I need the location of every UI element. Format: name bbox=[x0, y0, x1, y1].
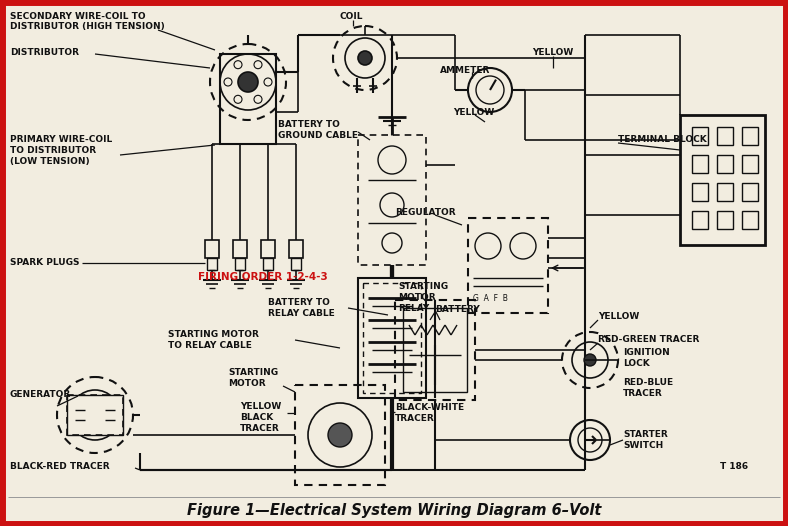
Bar bbox=[291, 258, 301, 270]
Text: TO DISTRIBUTOR: TO DISTRIBUTOR bbox=[10, 146, 96, 155]
Text: SWITCH: SWITCH bbox=[623, 441, 663, 450]
Text: DISTRIBUTOR (HIGH TENSION): DISTRIBUTOR (HIGH TENSION) bbox=[10, 22, 165, 31]
Text: MOTOR: MOTOR bbox=[398, 293, 436, 302]
Text: COIL: COIL bbox=[340, 12, 363, 21]
Text: RED-BLUE: RED-BLUE bbox=[623, 378, 673, 387]
Text: BLACK: BLACK bbox=[240, 413, 273, 422]
Text: PRIMARY WIRE-COIL: PRIMARY WIRE-COIL bbox=[10, 135, 112, 144]
Bar bbox=[205, 240, 219, 258]
Text: FIRING ORDER 1-2-4-3: FIRING ORDER 1-2-4-3 bbox=[198, 272, 328, 282]
Text: G  A  F  B: G A F B bbox=[473, 294, 508, 303]
Bar bbox=[692, 211, 708, 229]
Text: Figure 1—Electrical System Wiring Diagram 6–Volt: Figure 1—Electrical System Wiring Diagra… bbox=[187, 503, 601, 519]
Circle shape bbox=[87, 407, 103, 423]
Text: GROUND CABLE: GROUND CABLE bbox=[278, 131, 358, 140]
Bar bbox=[742, 155, 758, 173]
Text: DISTRIBUTOR: DISTRIBUTOR bbox=[10, 48, 79, 57]
Text: BATTERY TO: BATTERY TO bbox=[268, 298, 330, 307]
Bar bbox=[235, 258, 245, 270]
Text: YELLOW: YELLOW bbox=[240, 402, 281, 411]
Bar bbox=[717, 183, 733, 201]
Text: TO RELAY CABLE: TO RELAY CABLE bbox=[168, 341, 252, 350]
Text: MOTOR: MOTOR bbox=[228, 379, 266, 388]
Bar bbox=[358, 135, 426, 265]
Text: AMMETER: AMMETER bbox=[440, 66, 490, 75]
Bar bbox=[692, 155, 708, 173]
Text: LOCK: LOCK bbox=[623, 359, 650, 368]
Bar bbox=[742, 183, 758, 201]
Bar bbox=[289, 240, 303, 258]
Text: IGNITION: IGNITION bbox=[623, 348, 670, 357]
Text: RED-GREEN TRACER: RED-GREEN TRACER bbox=[598, 335, 700, 344]
Bar bbox=[742, 127, 758, 145]
Bar bbox=[403, 308, 467, 392]
Text: GENERATOR: GENERATOR bbox=[10, 390, 71, 399]
Text: (LOW TENSION): (LOW TENSION) bbox=[10, 157, 90, 166]
Bar bbox=[220, 54, 276, 144]
Text: STARTING MOTOR: STARTING MOTOR bbox=[168, 330, 259, 339]
Text: TERMINAL BLOCK: TERMINAL BLOCK bbox=[618, 135, 707, 144]
Circle shape bbox=[358, 51, 372, 65]
Bar bbox=[67, 395, 123, 435]
Bar bbox=[207, 258, 217, 270]
Text: TRACER: TRACER bbox=[395, 414, 435, 423]
Text: YELLOW: YELLOW bbox=[532, 48, 573, 57]
Text: BLACK-WHITE: BLACK-WHITE bbox=[395, 403, 464, 412]
Bar bbox=[680, 115, 765, 245]
Text: RELAY: RELAY bbox=[398, 304, 429, 313]
Text: BLACK-RED TRACER: BLACK-RED TRACER bbox=[10, 462, 110, 471]
Bar bbox=[692, 183, 708, 201]
Bar bbox=[261, 240, 275, 258]
Bar bbox=[358, 278, 426, 398]
Text: RELAY CABLE: RELAY CABLE bbox=[268, 309, 335, 318]
Text: TRACER: TRACER bbox=[240, 424, 280, 433]
Text: STARTING: STARTING bbox=[398, 282, 448, 291]
Text: T 186: T 186 bbox=[720, 462, 748, 471]
Text: STARTING: STARTING bbox=[228, 368, 278, 377]
Text: STARTER: STARTER bbox=[623, 430, 667, 439]
Text: BATTERY TO: BATTERY TO bbox=[278, 120, 340, 129]
Text: SECONDARY WIRE-COIL TO: SECONDARY WIRE-COIL TO bbox=[10, 12, 146, 21]
Bar bbox=[295, 385, 385, 485]
Bar bbox=[468, 218, 548, 313]
Text: YELLOW: YELLOW bbox=[598, 312, 639, 321]
Bar bbox=[742, 211, 758, 229]
Bar bbox=[717, 155, 733, 173]
Bar bbox=[363, 283, 421, 393]
Text: REGULATOR: REGULATOR bbox=[395, 208, 455, 217]
Text: SPARK PLUGS: SPARK PLUGS bbox=[10, 258, 80, 267]
Bar bbox=[67, 395, 123, 435]
Bar bbox=[233, 240, 247, 258]
Circle shape bbox=[238, 72, 258, 92]
Bar bbox=[692, 127, 708, 145]
Text: YELLOW: YELLOW bbox=[453, 108, 494, 117]
Text: TRACER: TRACER bbox=[623, 389, 663, 398]
Bar bbox=[395, 300, 475, 400]
Bar bbox=[717, 211, 733, 229]
Circle shape bbox=[584, 354, 596, 366]
Circle shape bbox=[328, 423, 352, 447]
Text: BATTERY: BATTERY bbox=[435, 305, 480, 314]
Bar bbox=[717, 127, 733, 145]
Bar bbox=[263, 258, 273, 270]
